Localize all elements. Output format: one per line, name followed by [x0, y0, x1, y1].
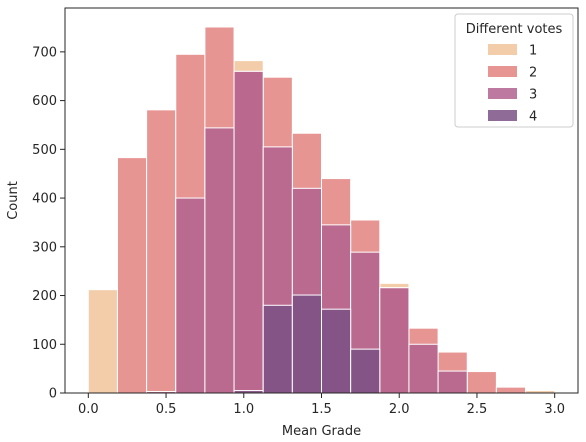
x-tick-label: 2.0 — [389, 402, 410, 417]
legend-swatch-1 — [488, 44, 517, 55]
bar-series-3-bin-3 — [175, 197, 206, 394]
bar-series-2-bin-14 — [495, 386, 527, 394]
legend-title: Different votes — [466, 22, 563, 37]
y-tick-label: 100 — [32, 338, 57, 353]
bar-series-3-bin-4 — [204, 127, 235, 394]
bar-series-3-bin-5 — [233, 70, 264, 394]
bar-series-4-bin-7 — [291, 294, 322, 394]
bar-series-1-bin-0 — [87, 289, 118, 394]
y-tick-label: 0 — [49, 387, 57, 402]
legend-label-4: 4 — [529, 110, 537, 125]
legend-label-3: 3 — [529, 88, 537, 103]
bar-series-2-bin-13 — [466, 371, 497, 394]
y-tick-label: 400 — [32, 192, 57, 207]
x-tick-label: 0.5 — [156, 402, 177, 417]
legend: Different votes 1 2 3 4 — [454, 13, 574, 128]
legend-swatch-2 — [488, 66, 517, 77]
bars-layer — [87, 26, 556, 394]
bar-series-4-bin-9 — [350, 348, 381, 394]
bar-series-2-bin-2 — [146, 109, 177, 394]
y-tick-label: 700 — [32, 45, 57, 60]
legend-label-1: 1 — [529, 44, 537, 59]
x-tick-label: 1.0 — [233, 402, 254, 417]
x-axis-title: Mean Grade — [282, 424, 361, 439]
x-tick-label: 2.5 — [467, 402, 488, 417]
y-tick-label: 600 — [32, 94, 57, 109]
x-axis: 0.0 0.5 1.0 1.5 2.0 2.5 3.0 — [78, 393, 565, 417]
y-axis: 0 100 200 300 400 500 600 700 — [32, 45, 65, 402]
legend-swatch-3 — [488, 88, 517, 99]
y-axis-title: Count — [6, 181, 21, 220]
bar-series-4-bin-6 — [262, 304, 293, 394]
legend-label-2: 2 — [529, 66, 537, 81]
y-tick-label: 300 — [32, 240, 57, 255]
x-tick-label: 1.5 — [311, 402, 332, 417]
bar-series-2-bin-1 — [116, 157, 148, 394]
y-tick-label: 200 — [32, 289, 57, 304]
legend-swatch-4 — [488, 110, 517, 121]
bar-series-3-bin-10 — [379, 287, 410, 394]
bar-series-3-bin-11 — [408, 343, 439, 394]
x-tick-label: 3.0 — [544, 402, 565, 417]
bar-series-3-bin-12 — [437, 370, 468, 394]
legend-items: 1 2 3 4 — [488, 44, 537, 125]
x-tick-label: 0.0 — [78, 402, 99, 417]
y-tick-label: 500 — [32, 143, 57, 158]
bar-series-4-bin-8 — [321, 308, 352, 394]
